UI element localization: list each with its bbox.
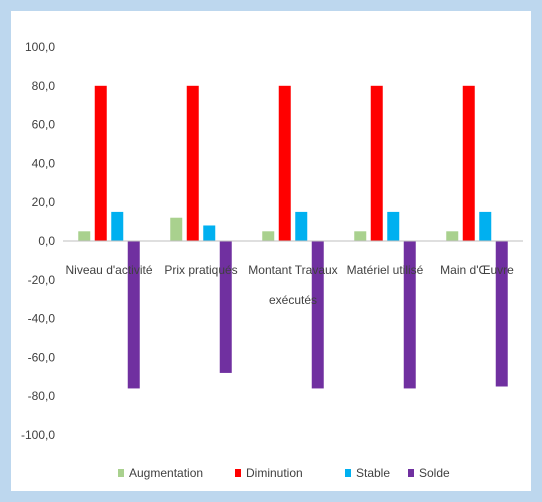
category-label-main-d-uvre: Main d'Œuvre xyxy=(440,263,514,277)
y-tick-label: 80,0 xyxy=(32,79,56,93)
bar-stable-materiel-utilise xyxy=(387,211,400,241)
y-tick-label: -80,0 xyxy=(28,389,56,403)
category-label-prix-pratiques: Prix pratiqués xyxy=(164,263,237,277)
y-tick-label: -60,0 xyxy=(28,350,56,364)
legend-swatch xyxy=(118,469,124,477)
bar-augmentation-prix-pratiques xyxy=(170,217,183,241)
category-label-materiel-utilise: Matériel utilisé xyxy=(347,263,424,277)
bar-diminution-montant-travaux-executes xyxy=(278,85,291,241)
legend-item-solde: Solde xyxy=(408,466,450,480)
y-axis: 100,0 80,0 60,0 40,0 20,0 0,0 -20,0 -40,0 -60,0 -… xyxy=(21,40,55,442)
bar-stable-niveau-d-activite xyxy=(111,211,124,241)
bar-stable-montant-travaux-executes xyxy=(295,211,308,241)
legend-item-stable: Stable xyxy=(345,466,390,480)
legend-label: Diminution xyxy=(246,466,303,480)
bar-chart: 100,0 80,0 60,0 40,0 20,0 0,0 -20,0 -40,0 -60,0 -… xyxy=(21,40,523,480)
bar-augmentation-materiel-utilise xyxy=(354,231,367,241)
y-tick-label: 60,0 xyxy=(32,118,56,132)
bar-diminution-prix-pratiques xyxy=(186,85,199,241)
category-label-niveau-d-activite: Niveau d'activité xyxy=(66,263,153,277)
bar-diminution-main-d-uvre xyxy=(462,85,475,241)
y-tick-label: -100,0 xyxy=(21,428,55,442)
y-tick-label: 100,0 xyxy=(25,40,55,54)
y-tick-label: 0,0 xyxy=(38,234,55,248)
bar-solde-main-d-uvre xyxy=(495,241,508,387)
bar-diminution-niveau-d-activite xyxy=(94,85,107,241)
legend-label: Solde xyxy=(419,466,450,480)
bar-augmentation-montant-travaux-executes xyxy=(262,231,275,241)
bar-augmentation-niveau-d-activite xyxy=(78,231,91,241)
y-tick-label: 20,0 xyxy=(32,195,56,209)
category-labels: Niveau d'activité Prix pratiqués Montant T… xyxy=(66,263,515,307)
legend-label: Stable xyxy=(356,466,390,480)
chart-area: 100,0 80,0 60,0 40,0 20,0 0,0 -20,0 -40,0 -60,0 -… xyxy=(11,11,531,491)
legend-item-augmentation: Augmentation xyxy=(118,466,203,480)
y-tick-label: 40,0 xyxy=(32,156,56,170)
bar-stable-main-d-uvre xyxy=(479,211,492,241)
bar-solde-montant-travaux-executes xyxy=(311,241,324,389)
legend-swatch xyxy=(235,469,241,477)
legend: Augmentation Diminution Stable Solde xyxy=(118,466,450,480)
legend-item-diminution: Diminution xyxy=(235,466,303,480)
bar-augmentation-main-d-uvre xyxy=(446,231,459,241)
bar-solde-materiel-utilise xyxy=(403,241,416,389)
bar-stable-prix-pratiques xyxy=(203,225,216,241)
bar-diminution-materiel-utilise xyxy=(370,85,383,241)
y-tick-label: -20,0 xyxy=(28,273,56,287)
bars xyxy=(78,85,508,389)
bar-solde-niveau-d-activite xyxy=(127,241,140,389)
y-tick-label: -40,0 xyxy=(28,312,56,326)
bar-solde-prix-pratiques xyxy=(219,241,232,373)
legend-label: Augmentation xyxy=(129,466,203,480)
legend-swatch xyxy=(408,469,414,477)
legend-swatch xyxy=(345,469,351,477)
category-label-montant-travaux-executes: Montant Travaux exécutés xyxy=(248,263,337,307)
